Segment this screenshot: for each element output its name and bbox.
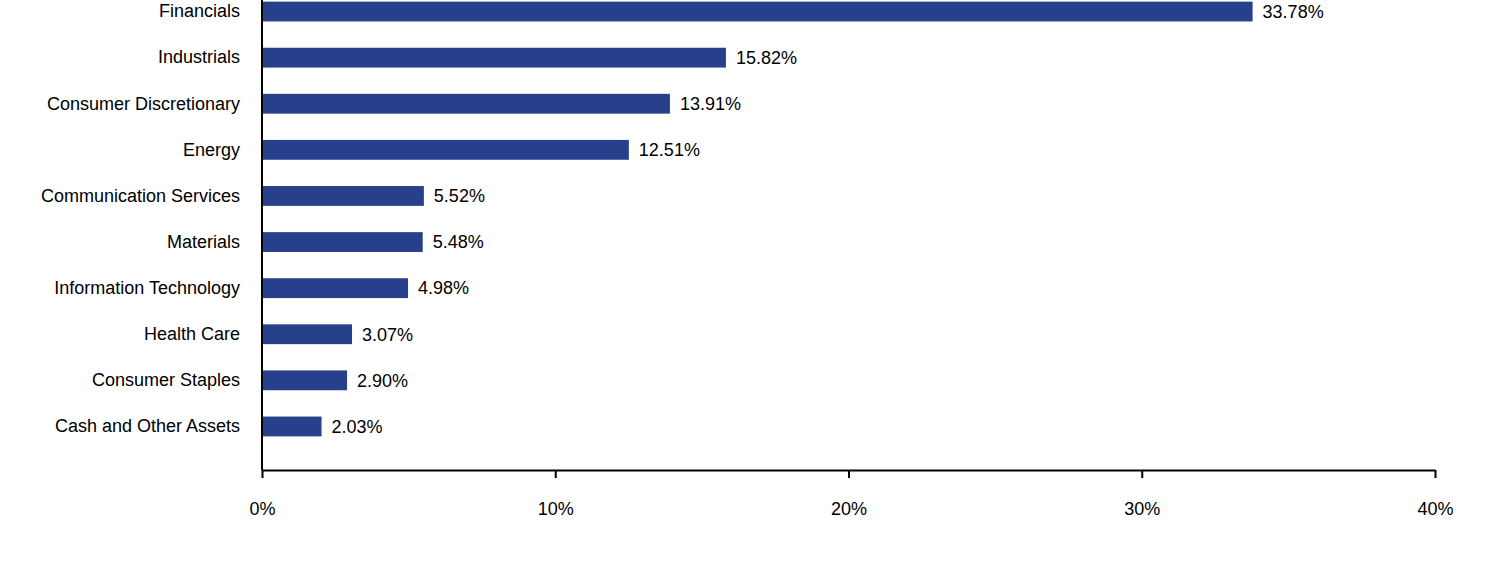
data-label: 2.90%: [357, 371, 408, 391]
bar: [262, 417, 322, 437]
bar: [262, 186, 424, 206]
y-tick-label: Cash and Other Assets: [55, 416, 240, 436]
bar: [262, 94, 670, 114]
data-label: 4.98%: [418, 278, 469, 298]
data-label: 3.07%: [362, 325, 413, 345]
y-tick: Communication Services: [41, 186, 240, 206]
y-axis-line: [261, 0, 263, 470]
y-tick-label: Consumer Discretionary: [47, 94, 240, 114]
data-label: 12.51%: [639, 140, 700, 160]
x-tick-label: 40%: [1417, 499, 1453, 519]
y-tick: Materials: [167, 232, 240, 252]
data-label: 5.52%: [434, 186, 485, 206]
y-axis: Financials Industrials Consumer Discretion…: [41, 0, 262, 470]
bar: [262, 278, 408, 298]
x-tick-label: 20%: [831, 499, 867, 519]
x-tick: 10%: [538, 470, 574, 519]
bar: [262, 370, 347, 390]
x-tick: 20%: [831, 470, 867, 519]
y-tick: Energy: [183, 140, 240, 160]
x-tick-mark: [1141, 470, 1143, 478]
y-tick-label: Consumer Staples: [92, 370, 240, 390]
y-tick-label: Industrials: [158, 47, 240, 67]
x-tick-label: 0%: [249, 499, 275, 519]
y-tick-label: Financials: [159, 1, 240, 21]
bar: [262, 2, 1253, 22]
x-tick-label: 10%: [538, 499, 574, 519]
y-tick-label: Communication Services: [41, 186, 240, 206]
y-tick: Information Technology: [54, 278, 240, 298]
x-tick-mark: [848, 470, 850, 478]
bar: [262, 324, 352, 344]
x-tick: 30%: [1124, 470, 1160, 519]
y-tick: Cash and Other Assets: [55, 416, 240, 436]
bars: [262, 2, 1253, 437]
data-label: 13.91%: [680, 94, 741, 114]
y-tick-label: Health Care: [144, 324, 240, 344]
bar: [262, 232, 423, 252]
y-tick-label: Energy: [183, 140, 240, 160]
y-tick: Consumer Staples: [92, 370, 240, 390]
y-tick: Consumer Discretionary: [47, 94, 240, 114]
bar: [262, 48, 726, 68]
data-label: 33.78%: [1263, 2, 1324, 22]
bar: [262, 140, 629, 160]
y-tick: Health Care: [144, 324, 240, 344]
y-tick-label: Materials: [167, 232, 240, 252]
data-label: 2.03%: [332, 417, 383, 437]
data-label: 5.48%: [433, 232, 484, 252]
y-tick-label: Information Technology: [54, 278, 240, 298]
y-tick: Industrials: [158, 47, 240, 67]
x-tick-mark: [555, 470, 557, 478]
x-axis: 0% 10% 20% 30% 40%: [249, 470, 1453, 519]
data-label: 15.82%: [736, 48, 797, 68]
x-tick: 0%: [249, 470, 275, 519]
chart: 33.78% 15.82% 13.91% 12.51% 5.52% 5.48% 4.98% 3…: [0, 0, 1500, 564]
y-tick: Financials: [159, 1, 240, 21]
x-tick-label: 30%: [1124, 499, 1160, 519]
x-tick: 40%: [1417, 470, 1453, 519]
data-labels: 33.78% 15.82% 13.91% 12.51% 5.52% 5.48% 4.98% 3…: [332, 2, 1324, 437]
x-tick-mark: [262, 470, 264, 478]
x-tick-mark: [1435, 470, 1437, 478]
